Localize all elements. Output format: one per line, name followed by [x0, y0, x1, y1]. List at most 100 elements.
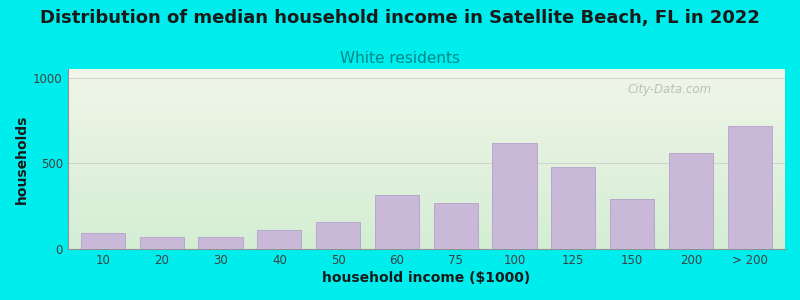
Bar — [68, 201, 785, 202]
Bar — [68, 104, 785, 105]
Bar — [68, 202, 785, 203]
Y-axis label: households: households — [15, 114, 29, 204]
Bar — [68, 212, 785, 213]
Bar — [68, 152, 785, 153]
Bar — [68, 195, 785, 196]
Bar — [68, 213, 785, 214]
Bar — [493, 143, 537, 249]
Bar — [68, 97, 785, 98]
Bar — [68, 122, 785, 123]
Bar — [68, 84, 785, 85]
Bar — [68, 93, 785, 94]
Bar — [68, 193, 785, 194]
Bar — [68, 92, 785, 93]
Bar — [68, 214, 785, 215]
Bar — [68, 209, 785, 210]
X-axis label: household income ($1000): household income ($1000) — [322, 271, 530, 285]
Bar — [68, 94, 785, 95]
Bar — [68, 99, 785, 100]
Bar — [68, 167, 785, 168]
Bar — [68, 76, 785, 77]
Bar — [68, 210, 785, 211]
Bar — [68, 207, 785, 208]
Bar — [68, 119, 785, 120]
Bar — [68, 165, 785, 166]
Bar — [68, 107, 785, 108]
Bar — [68, 158, 785, 159]
Bar — [68, 178, 785, 179]
Bar — [68, 231, 785, 232]
Bar — [68, 157, 785, 158]
Bar — [258, 230, 302, 249]
Bar — [68, 183, 785, 184]
Bar — [68, 86, 785, 87]
Bar — [68, 205, 785, 206]
Bar — [669, 153, 713, 249]
Bar — [68, 118, 785, 119]
Bar — [68, 238, 785, 239]
Bar — [68, 132, 785, 133]
Bar — [68, 180, 785, 181]
Bar — [68, 89, 785, 90]
Bar — [68, 215, 785, 216]
Text: Distribution of median household income in Satellite Beach, FL in 2022: Distribution of median household income … — [40, 9, 760, 27]
Bar — [68, 78, 785, 79]
Bar — [68, 232, 785, 233]
Bar — [68, 96, 785, 97]
Bar — [68, 190, 785, 191]
Bar — [68, 139, 785, 140]
Bar — [68, 135, 785, 136]
Bar — [68, 70, 785, 71]
Bar — [68, 98, 785, 99]
Bar — [68, 95, 785, 96]
Bar — [68, 137, 785, 138]
Bar — [68, 136, 785, 137]
Bar — [68, 77, 785, 78]
Bar — [68, 69, 785, 70]
Bar — [68, 123, 785, 124]
Bar — [68, 242, 785, 243]
Bar — [68, 100, 785, 101]
Bar — [68, 87, 785, 88]
Bar — [68, 208, 785, 209]
Bar — [68, 222, 785, 223]
Bar — [68, 142, 785, 143]
Bar — [68, 199, 785, 200]
Bar — [68, 141, 785, 142]
Bar — [68, 90, 785, 91]
Bar — [68, 192, 785, 193]
Bar — [68, 163, 785, 164]
Bar — [68, 229, 785, 230]
Bar — [68, 220, 785, 221]
Bar — [68, 106, 785, 107]
Bar — [68, 149, 785, 150]
Bar — [68, 186, 785, 187]
Bar — [68, 127, 785, 128]
Bar — [68, 154, 785, 155]
Bar — [68, 82, 785, 83]
Bar — [68, 74, 785, 75]
Bar — [316, 222, 360, 249]
Bar — [68, 112, 785, 113]
Bar — [68, 129, 785, 130]
Bar — [68, 233, 785, 234]
Bar — [68, 153, 785, 154]
Bar — [68, 200, 785, 201]
Bar — [68, 128, 785, 129]
Bar — [68, 140, 785, 141]
Bar — [68, 203, 785, 204]
Bar — [81, 233, 125, 249]
Bar — [68, 188, 785, 189]
Bar — [68, 237, 785, 238]
Bar — [610, 199, 654, 249]
Bar — [68, 168, 785, 169]
Bar — [68, 177, 785, 178]
Bar — [68, 230, 785, 231]
Bar — [68, 88, 785, 89]
Bar — [68, 238, 785, 239]
Bar — [198, 237, 242, 249]
Bar — [68, 156, 785, 157]
Bar — [434, 203, 478, 249]
Bar — [68, 145, 785, 146]
Bar — [68, 185, 785, 186]
